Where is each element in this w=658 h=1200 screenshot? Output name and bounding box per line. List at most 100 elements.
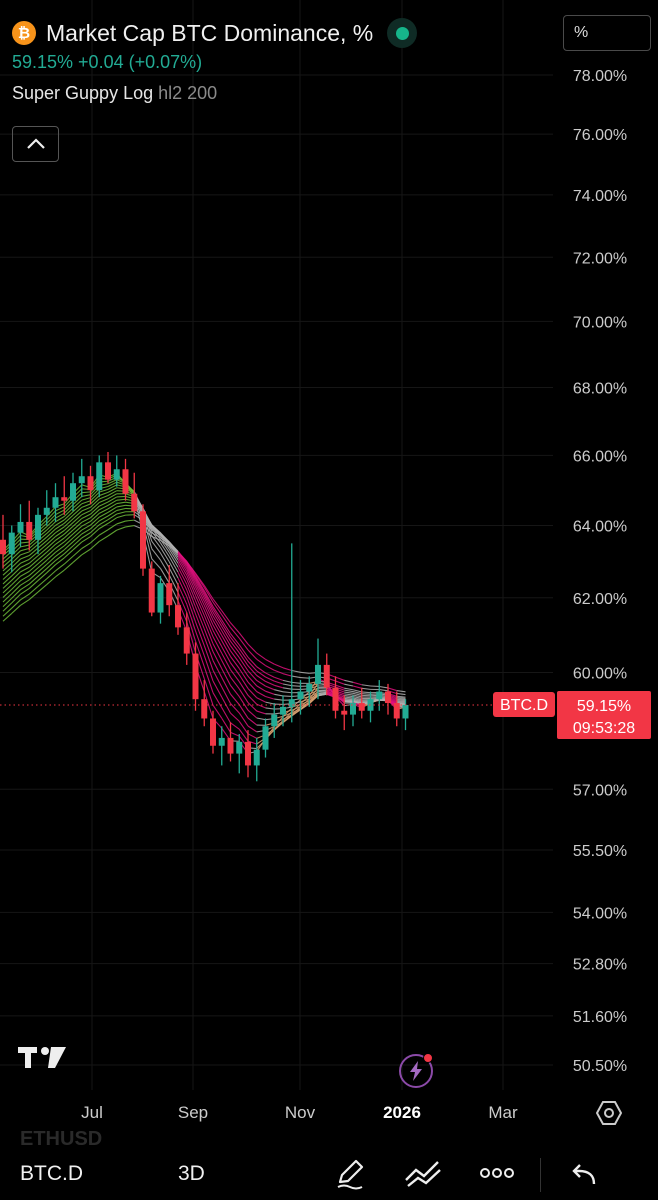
guppy-ribbon-segment	[361, 684, 371, 687]
guppy-ribbon-segment	[81, 510, 91, 516]
guppy-ribbon-segment	[90, 528, 100, 537]
guppy-ribbon-segment	[344, 689, 354, 693]
guppy-ribbon-segment	[308, 695, 319, 704]
super-guppy-ribbons	[2, 472, 406, 754]
guppy-ribbon-segment	[274, 684, 284, 689]
guppy-ribbon-segment	[177, 562, 188, 580]
guppy-ribbon-segment	[238, 662, 249, 677]
guppy-ribbon-segment	[46, 539, 56, 549]
guppy-ribbon-segment	[186, 579, 197, 601]
guppy-ribbon-segment	[195, 583, 205, 602]
tradingview-logo-icon[interactable]	[18, 1045, 66, 1074]
guppy-ribbon-segment	[194, 590, 205, 611]
guppy-ribbon-segment	[265, 707, 275, 710]
guppy-ribbon-segment	[308, 694, 319, 702]
guppy-ribbon-segment	[265, 680, 275, 686]
x-tick-label: Mar	[488, 1103, 518, 1122]
symbol-button[interactable]: BTC.D	[20, 1162, 83, 1185]
settings-hex-icon[interactable]	[595, 1100, 623, 1131]
candle-body	[201, 699, 208, 719]
undo-icon[interactable]	[570, 1162, 598, 1188]
more-icon[interactable]	[480, 1166, 514, 1180]
pencil-icon[interactable]	[334, 1158, 366, 1190]
y-tick-label: 62.00%	[573, 591, 627, 608]
x-axis[interactable]: Jul Sep Nov 2026 Mar	[81, 1103, 518, 1122]
indicator-legend[interactable]: Super Guppy Log hl2 200	[12, 83, 417, 104]
guppy-ribbon-segment	[221, 622, 231, 638]
guppy-ribbon-segment	[194, 613, 205, 637]
y-tick-label: 66.00%	[573, 448, 627, 465]
guppy-ribbon-segment	[247, 649, 258, 660]
guppy-ribbon-segment	[203, 666, 214, 693]
collapse-legend-button[interactable]	[12, 126, 59, 162]
lightning-icon[interactable]	[399, 1053, 433, 1088]
candle	[113, 455, 120, 487]
guppy-ribbon-segment	[212, 630, 223, 647]
guppy-ribbon-segment	[160, 542, 170, 557]
price-change: 59.15% +0.04 (+0.07%)	[12, 52, 203, 72]
guppy-ribbon-segment	[221, 686, 231, 704]
guppy-ribbon-segment	[107, 487, 118, 493]
trend-lines-icon[interactable]	[404, 1158, 442, 1190]
guppy-ribbon-segment	[203, 587, 214, 603]
guppy-ribbon-segment	[379, 689, 389, 692]
guppy-ribbon-segment	[63, 500, 74, 511]
candle-body	[113, 469, 120, 480]
guppy-ribbon-segment	[230, 685, 240, 697]
guppy-ribbon-segment	[46, 576, 56, 586]
guppy-ribbon-segment	[265, 696, 275, 700]
guppy-ribbon-segment	[247, 681, 258, 692]
candle	[166, 564, 173, 617]
guppy-ribbon-segment	[55, 506, 65, 512]
candle	[105, 451, 111, 484]
unit-selector[interactable]: %	[563, 15, 651, 51]
guppy-ribbon-segment	[72, 521, 83, 531]
guppy-ribbon-segment	[203, 605, 214, 626]
guppy-ribbon-segment	[168, 546, 179, 561]
guppy-ribbon-segment	[2, 597, 13, 608]
guppy-ribbon-segment	[72, 510, 83, 520]
guppy-ribbon-segment	[46, 543, 56, 553]
candle	[17, 504, 24, 547]
guppy-ribbon-segment	[194, 640, 205, 667]
guppy-ribbon-segment	[46, 532, 56, 542]
guppy-ribbon-segment	[55, 537, 65, 545]
candle	[393, 691, 400, 727]
candle-body	[262, 726, 269, 750]
guppy-ribbon-segment	[63, 514, 74, 524]
guppy-ribbon-segment	[300, 702, 310, 708]
chart-title[interactable]: Market Cap BTC Dominance, %	[46, 19, 374, 46]
guppy-ribbon-segment	[230, 662, 240, 676]
y-axis[interactable]: 78.00% 76.00% 74.00% 72.00% 70.00% 68.00% 66.0…	[573, 68, 627, 1075]
guppy-ribbon-segment	[46, 517, 56, 528]
guppy-ribbon-segment	[81, 532, 91, 539]
guppy-ribbon-segment	[81, 536, 91, 543]
guppy-ribbon-segment	[81, 524, 91, 531]
y-tick-label: 70.00%	[573, 314, 627, 331]
guppy-ribbon-segment	[212, 669, 223, 688]
guppy-ribbon-segment	[28, 591, 39, 600]
guppy-ribbon-segment	[2, 593, 13, 603]
guppy-ribbon-segment	[352, 700, 362, 704]
candlestick-series	[0, 451, 409, 782]
guppy-ribbon-segment	[55, 545, 65, 553]
guppy-ribbon-segment	[90, 502, 100, 512]
guppy-ribbon-segment	[168, 556, 179, 573]
guppy-ribbon-segment	[28, 559, 39, 568]
candle	[332, 676, 339, 719]
guppy-ribbon-segment	[81, 503, 91, 508]
guppy-ribbon-segment	[90, 541, 100, 550]
guppy-ribbon-segment	[291, 685, 301, 687]
guppy-ribbon-segment	[291, 706, 301, 711]
guppy-ribbon-segment	[282, 673, 292, 677]
candle	[236, 734, 243, 774]
guppy-ribbon-segment	[11, 593, 21, 604]
candle-body	[332, 687, 339, 711]
guppy-ribbon-segment	[28, 585, 39, 595]
guppy-ribbon-segment	[256, 697, 266, 703]
bitcoin-symbol: ₿	[17, 24, 31, 42]
guppy-ribbon-segment	[20, 566, 30, 573]
guppy-ribbon-segment	[221, 677, 231, 695]
interval-button[interactable]: 3D	[178, 1162, 205, 1185]
